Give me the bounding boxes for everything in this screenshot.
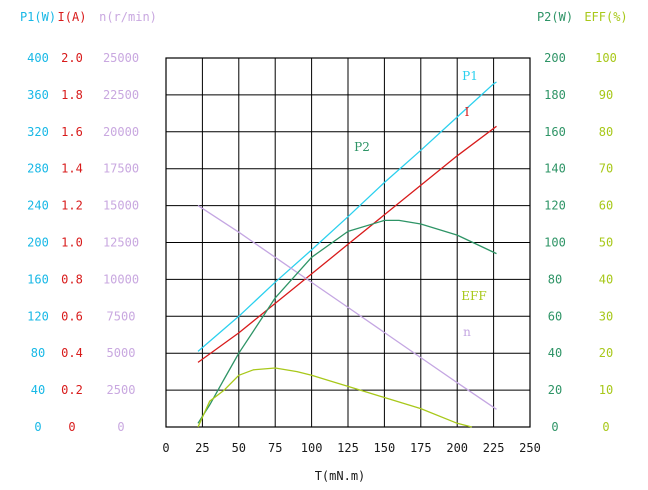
left-tick-label-n: 12500 <box>103 236 139 250</box>
right-tick-label-eff: 40 <box>599 272 613 286</box>
series-label-p2: P2 <box>354 140 370 154</box>
left-tick-label-n: 15000 <box>103 199 139 213</box>
right-tick-label-eff: 90 <box>599 88 613 102</box>
right-tick-label-p2: 200 <box>544 51 566 65</box>
right-tick-label-p2: 140 <box>544 162 566 176</box>
left-tick-label-p1: 120 <box>27 309 49 323</box>
right-tick-label-eff: 10 <box>599 383 613 397</box>
left-tick-label-p1: 80 <box>31 346 45 360</box>
left-tick-label-p1: 360 <box>27 88 49 102</box>
left-tick-label-n: 10000 <box>103 272 139 286</box>
x-tick-label: 150 <box>374 441 396 455</box>
series-line-eff <box>197 367 472 428</box>
x-tick-label: 225 <box>483 441 505 455</box>
series-line-n <box>197 205 497 410</box>
series-label-i: I <box>465 105 470 119</box>
series-label-p1: P1 <box>462 69 478 83</box>
left-tick-label-i: 1.4 <box>61 162 83 176</box>
right-tick-label-eff: 60 <box>599 199 613 213</box>
right-tick-label-p2: 20 <box>548 383 562 397</box>
left-tick-label-i: 1.6 <box>61 125 83 139</box>
right-tick-label-p2: 180 <box>544 88 566 102</box>
left-tick-label-n: 2500 <box>107 383 136 397</box>
x-tick-label: 250 <box>519 441 541 455</box>
right-tick-label-eff: 80 <box>599 125 613 139</box>
right-tick-label-p2: 100 <box>544 236 566 250</box>
left-tick-label-p1: 240 <box>27 199 49 213</box>
left-tick-label-p1: 280 <box>27 162 49 176</box>
right-tick-label-eff: 50 <box>599 236 613 250</box>
left-tick-label-i: 0.2 <box>61 383 83 397</box>
left-tick-label-n: 0 <box>117 420 124 434</box>
right-tick-label-p2: 40 <box>548 346 562 360</box>
right-tick-label-p2: 120 <box>544 199 566 213</box>
right-tick-label-p2: 60 <box>548 309 562 323</box>
x-tick-label: 25 <box>195 441 209 455</box>
left-tick-label-p1: 400 <box>27 51 49 65</box>
x-tick-label: 0 <box>162 441 169 455</box>
series-label-eff: EFF <box>461 289 486 303</box>
left-tick-label-p1: 320 <box>27 125 49 139</box>
right-tick-label-p2: 0 <box>551 420 558 434</box>
left-tick-label-i: 0.4 <box>61 346 83 360</box>
series-line-i <box>197 125 497 363</box>
x-tick-label: 200 <box>446 441 468 455</box>
right-tick-label-p2: 160 <box>544 125 566 139</box>
series-line-p1 <box>197 81 497 352</box>
series-labels: P1 In P2 EFF <box>354 69 487 339</box>
left-tick-label-i: 1.8 <box>61 88 83 102</box>
series-label-n: n <box>463 325 471 339</box>
left-tick-label-n: 17500 <box>103 162 139 176</box>
left-tick-label-i: 0.8 <box>61 272 83 286</box>
left-tick-label-i: 1.2 <box>61 199 83 213</box>
right-tick-label-eff: 70 <box>599 162 613 176</box>
right-tick-label-eff: 0 <box>602 420 609 434</box>
left-tick-label-p1: 0 <box>34 420 41 434</box>
grid <box>165 57 531 428</box>
left-tick-label-i: 1.0 <box>61 236 83 250</box>
left-axis-title-i: I(A) <box>58 10 87 24</box>
x-tick-label: 175 <box>410 441 432 455</box>
axes: 0 25 50 75 100 125 150 175 200 225 250P1(W)0408012… <box>20 10 628 455</box>
x-axis-title: T(mN.m) <box>315 469 366 483</box>
left-tick-label-n: 20000 <box>103 125 139 139</box>
x-tick-label: 75 <box>268 441 282 455</box>
series-line-p2 <box>197 219 497 424</box>
right-tick-label-eff: 20 <box>599 346 613 360</box>
right-axis-title-p2: P2(W) <box>537 10 573 24</box>
series-lines <box>197 81 497 428</box>
left-tick-label-p1: 160 <box>27 272 49 286</box>
right-tick-label-eff: 30 <box>599 309 613 323</box>
left-axis-title-p1: P1(W) <box>20 10 56 24</box>
left-tick-label-n: 22500 <box>103 88 139 102</box>
right-axis-title-eff: EFF(%) <box>584 10 627 24</box>
left-tick-label-n: 5000 <box>107 346 136 360</box>
left-tick-label-p1: 200 <box>27 236 49 250</box>
left-tick-label-n: 7500 <box>107 309 136 323</box>
x-tick-label: 125 <box>337 441 359 455</box>
left-tick-label-i: 0 <box>68 420 75 434</box>
left-axis-title-n: n(r/min) <box>99 10 157 24</box>
left-tick-label-p1: 40 <box>31 383 45 397</box>
left-tick-label-i: 2.0 <box>61 51 83 65</box>
x-tick-label: 50 <box>232 441 246 455</box>
right-tick-label-eff: 100 <box>595 51 617 65</box>
right-tick-label-p2: 80 <box>548 272 562 286</box>
left-tick-label-n: 25000 <box>103 51 139 65</box>
x-tick-label: 100 <box>301 441 323 455</box>
left-tick-label-i: 0.6 <box>61 309 83 323</box>
